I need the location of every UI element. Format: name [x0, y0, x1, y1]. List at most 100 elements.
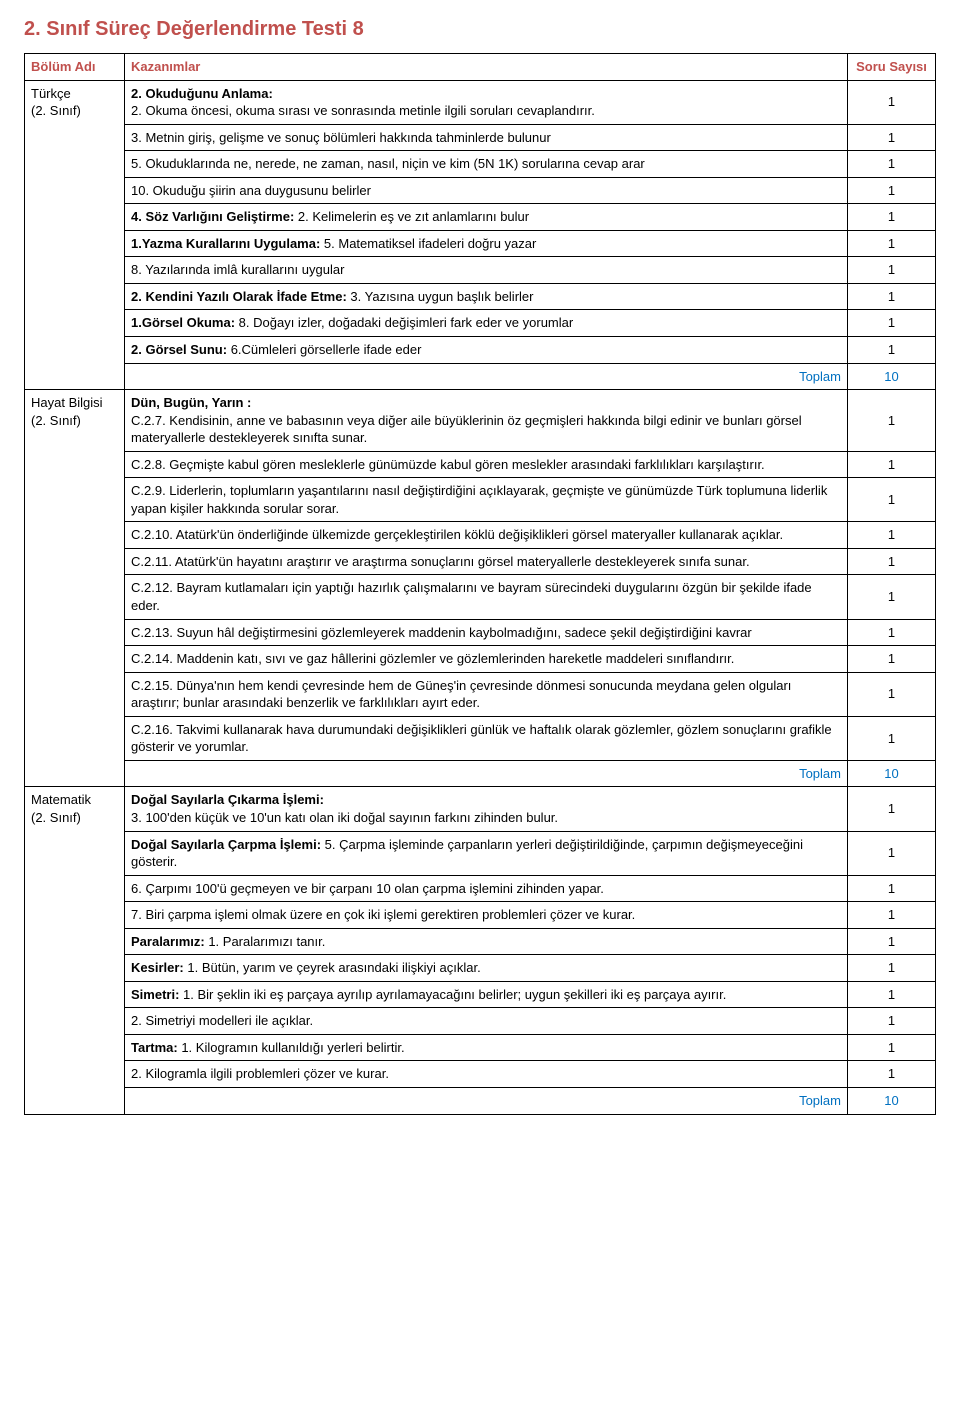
row-count: 1 — [848, 955, 936, 982]
table-row: 2. Kilogramla ilgili problemleri çözer v… — [25, 1061, 936, 1088]
row-desc: C.2.9. Liderlerin, toplumların yaşantıla… — [125, 478, 848, 522]
row-text: 6.Cümleleri görsellerle ifade eder — [227, 342, 421, 357]
row-text: 3. Metnin giriş, gelişme ve sonuç bölüml… — [131, 130, 551, 145]
total-value: 10 — [848, 760, 936, 787]
row-count: 1 — [848, 1034, 936, 1061]
row-count: 1 — [848, 451, 936, 478]
row-desc: Tartma: 1. Kilogramın kullanıldığı yerle… — [125, 1034, 848, 1061]
row-count: 1 — [848, 478, 936, 522]
table-row: 6. Çarpımı 100'ü geçmeyen ve bir çarpanı… — [25, 875, 936, 902]
table-row: 1.Görsel Okuma: 8. Doğayı izler, doğadak… — [25, 310, 936, 337]
row-desc: C.2.13. Suyun hâl değiştirmesini gözleml… — [125, 619, 848, 646]
row-desc: 2. Okuduğunu Anlama: 2. Okuma öncesi, oku… — [125, 80, 848, 124]
section-label: Hayat Bilgisi (2. Sınıf) — [25, 390, 125, 787]
table-row: Paralarımız: 1. Paralarımızı tanır.1 — [25, 928, 936, 955]
row-desc: 1.Yazma Kurallarını Uygulama: 5. Matemat… — [125, 230, 848, 257]
row-desc: 10. Okuduğu şiirin ana duygusunu belirle… — [125, 177, 848, 204]
table-row: C.2.15. Dünya'nın hem kendi çevresinde h… — [25, 672, 936, 716]
row-text: C.2.7. Kendisinin, anne ve babasının vey… — [131, 413, 802, 446]
row-count: 1 — [848, 575, 936, 619]
row-count: 1 — [848, 390, 936, 452]
row-text: C.2.10. Atatürk'ün önderliğinde ülkemizd… — [131, 527, 783, 542]
row-desc: C.2.15. Dünya'nın hem kendi çevresinde h… — [125, 672, 848, 716]
row-text: 10. Okuduğu şiirin ana duygusunu belirle… — [131, 183, 371, 198]
row-count: 1 — [848, 619, 936, 646]
table-row: 2. Görsel Sunu: 6.Cümleleri görsellerle … — [25, 337, 936, 364]
row-desc: 1.Görsel Okuma: 8. Doğayı izler, doğadak… — [125, 310, 848, 337]
total-value: 10 — [848, 363, 936, 390]
table-row: Kesirler: 1. Bütün, yarım ve çeyrek aras… — [25, 955, 936, 982]
row-count: 1 — [848, 337, 936, 364]
total-value: 10 — [848, 1087, 936, 1114]
row-count: 1 — [848, 787, 936, 831]
table-row: 2. Kendini Yazılı Olarak İfade Etme: 3. … — [25, 283, 936, 310]
total-label: Toplam — [125, 1087, 848, 1114]
row-text: 5. Okuduklarında ne, nerede, ne zaman, n… — [131, 156, 645, 171]
row-count: 1 — [848, 646, 936, 673]
table-row: C.2.14. Maddenin katı, sıvı ve gaz hâlle… — [25, 646, 936, 673]
table-row: Simetri: 1. Bir şeklin iki eş parçaya ay… — [25, 981, 936, 1008]
row-count: 1 — [848, 151, 936, 178]
section-label: Türkçe (2. Sınıf) — [25, 80, 125, 390]
row-desc: Paralarımız: 1. Paralarımızı tanır. — [125, 928, 848, 955]
row-count: 1 — [848, 902, 936, 929]
row-lead: Paralarımız: — [131, 934, 205, 949]
row-count: 1 — [848, 1008, 936, 1035]
row-count: 1 — [848, 283, 936, 310]
row-count: 1 — [848, 548, 936, 575]
row-desc: C.2.12. Bayram kutlamaları için yaptığı … — [125, 575, 848, 619]
row-desc: 8. Yazılarında imlâ kurallarını uygular — [125, 257, 848, 284]
row-text: C.2.11. Atatürk'ün hayatını araştırır ve… — [131, 554, 750, 569]
row-text: C.2.16. Takvimi kullanarak hava durumund… — [131, 722, 832, 755]
row-lead: Dün, Bugün, Yarın : — [131, 395, 251, 410]
row-lead: 1.Yazma Kurallarını Uygulama: — [131, 236, 320, 251]
row-count: 1 — [848, 257, 936, 284]
table-row: Hayat Bilgisi (2. Sınıf)Dün, Bugün, Yarı… — [25, 390, 936, 452]
table-row: Matematik (2. Sınıf)Doğal Sayılarla Çıka… — [25, 787, 936, 831]
row-lead: 2. Okuduğunu Anlama: — [131, 86, 273, 101]
table-row: 8. Yazılarında imlâ kurallarını uygular 1 — [25, 257, 936, 284]
page-title: 2. Sınıf Süreç Değerlendirme Testi 8 — [24, 16, 936, 43]
row-text: 2. Kilogramla ilgili problemleri çözer v… — [131, 1066, 389, 1081]
header-count: Soru Sayısı — [848, 54, 936, 81]
row-desc: C.2.10. Atatürk'ün önderliğinde ülkemizd… — [125, 522, 848, 549]
row-text: 1. Paralarımızı tanır. — [205, 934, 326, 949]
row-count: 1 — [848, 177, 936, 204]
table-row: C.2.11. Atatürk'ün hayatını araştırır ve… — [25, 548, 936, 575]
table-row: 5. Okuduklarında ne, nerede, ne zaman, n… — [25, 151, 936, 178]
total-label: Toplam — [125, 363, 848, 390]
row-count: 1 — [848, 981, 936, 1008]
row-count: 1 — [848, 875, 936, 902]
row-lead: 2. Görsel Sunu: — [131, 342, 227, 357]
row-count: 1 — [848, 522, 936, 549]
row-desc: Kesirler: 1. Bütün, yarım ve çeyrek aras… — [125, 955, 848, 982]
row-desc: Doğal Sayılarla Çarpma İşlemi: 5. Çarpma… — [125, 831, 848, 875]
row-count: 1 — [848, 1061, 936, 1088]
row-count: 1 — [848, 672, 936, 716]
row-lead: 4. Söz Varlığını Geliştirme: — [131, 209, 294, 224]
row-desc: 7. Biri çarpma işlemi olmak üzere en çok… — [125, 902, 848, 929]
row-lead: 2. Kendini Yazılı Olarak İfade Etme: — [131, 289, 347, 304]
row-desc: C.2.14. Maddenin katı, sıvı ve gaz hâlle… — [125, 646, 848, 673]
row-lead: Kesirler: — [131, 960, 184, 975]
row-count: 1 — [848, 124, 936, 151]
row-text: 7. Biri çarpma işlemi olmak üzere en çok… — [131, 907, 635, 922]
table-row: Doğal Sayılarla Çarpma İşlemi: 5. Çarpma… — [25, 831, 936, 875]
row-text: 1. Bütün, yarım ve çeyrek arasındaki ili… — [184, 960, 481, 975]
table-row: C.2.13. Suyun hâl değiştirmesini gözleml… — [25, 619, 936, 646]
table-row: Tartma: 1. Kilogramın kullanıldığı yerle… — [25, 1034, 936, 1061]
row-desc: 6. Çarpımı 100'ü geçmeyen ve bir çarpanı… — [125, 875, 848, 902]
section-label: Matematik (2. Sınıf) — [25, 787, 125, 1114]
row-desc: 4. Söz Varlığını Geliştirme: 2. Kelimele… — [125, 204, 848, 231]
row-lead: Doğal Sayılarla Çarpma İşlemi: — [131, 837, 321, 852]
row-desc: 2. Kilogramla ilgili problemleri çözer v… — [125, 1061, 848, 1088]
row-text: C.2.14. Maddenin katı, sıvı ve gaz hâlle… — [131, 651, 734, 666]
row-text: 5. Matematiksel ifadeleri doğru yazar — [320, 236, 536, 251]
row-text: 6. Çarpımı 100'ü geçmeyen ve bir çarpanı… — [131, 881, 604, 896]
table-row: C.2.16. Takvimi kullanarak hava durumund… — [25, 716, 936, 760]
row-text: 8. Yazılarında imlâ kurallarını uygular — [131, 262, 344, 277]
row-text: 2. Okuma öncesi, okuma sırası ve sonrası… — [131, 103, 595, 118]
row-desc: Dün, Bugün, Yarın : C.2.7. Kendisinin, an… — [125, 390, 848, 452]
row-text: C.2.12. Bayram kutlamaları için yaptığı … — [131, 580, 812, 613]
row-desc: Doğal Sayılarla Çıkarma İşlemi:3. 100'de… — [125, 787, 848, 831]
